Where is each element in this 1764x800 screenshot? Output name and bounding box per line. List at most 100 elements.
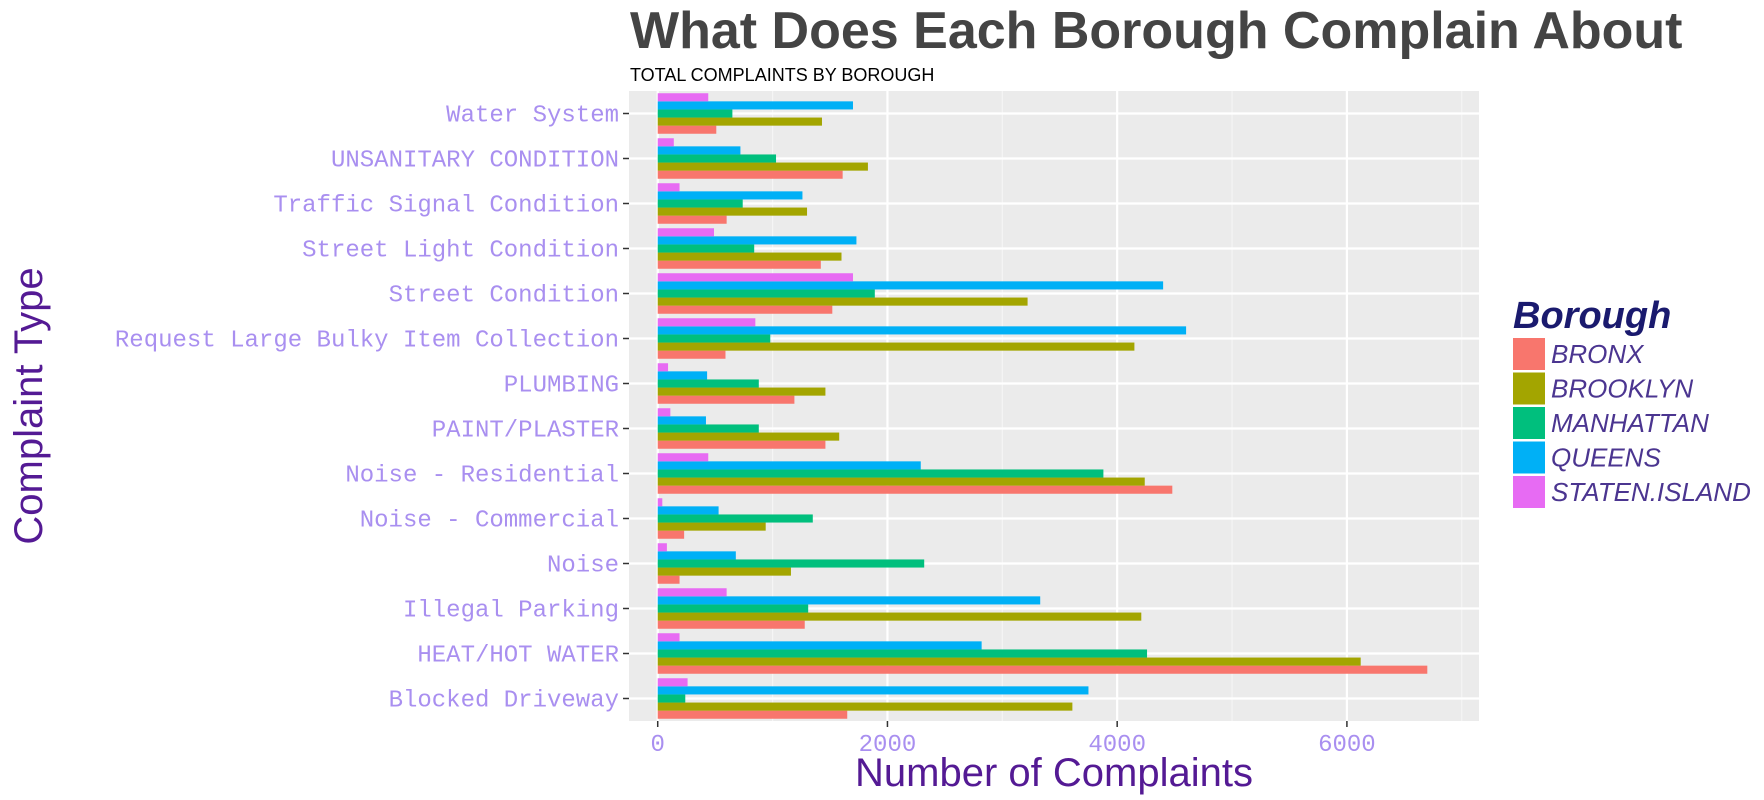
bar bbox=[657, 183, 680, 192]
bar bbox=[657, 93, 709, 102]
y-tick-label: Request Large Bulky Item Collection bbox=[115, 328, 619, 355]
bar bbox=[657, 596, 1041, 605]
x-tick-label: 6000 bbox=[1318, 732, 1376, 759]
y-tick-label: PLUMBING bbox=[504, 373, 619, 400]
bar bbox=[657, 138, 674, 147]
bar bbox=[657, 498, 663, 507]
bar bbox=[657, 342, 1135, 351]
bar bbox=[657, 101, 853, 110]
legend-key bbox=[1513, 338, 1545, 370]
bar bbox=[657, 318, 756, 327]
bar bbox=[657, 440, 826, 449]
bar bbox=[657, 665, 1428, 674]
legend-label: MANHATTAN bbox=[1551, 408, 1709, 438]
bar bbox=[657, 588, 727, 597]
bar bbox=[657, 612, 1142, 621]
y-tick-label: HEAT/HOT WATER bbox=[417, 643, 619, 670]
bar bbox=[657, 633, 680, 642]
bar bbox=[657, 289, 875, 298]
bar bbox=[657, 371, 708, 380]
bars bbox=[657, 93, 1428, 719]
bar bbox=[657, 215, 727, 224]
bar bbox=[657, 162, 868, 171]
bar bbox=[657, 387, 826, 396]
legend-label: BRONX bbox=[1551, 339, 1645, 369]
bar bbox=[657, 657, 1361, 666]
bar bbox=[657, 485, 1173, 494]
bar bbox=[657, 305, 833, 314]
bar bbox=[657, 273, 853, 282]
legend-key bbox=[1513, 407, 1545, 439]
bar bbox=[657, 530, 685, 539]
legend-key bbox=[1513, 372, 1545, 405]
bar bbox=[657, 350, 726, 359]
y-tick-label: Street Light Condition bbox=[302, 238, 619, 265]
bar bbox=[657, 453, 709, 462]
bar bbox=[657, 408, 671, 417]
bar bbox=[657, 170, 843, 179]
bar bbox=[657, 199, 743, 208]
y-tick-label: Noise - Commercial bbox=[360, 508, 619, 535]
y-tick-label: Blocked Driveway bbox=[389, 688, 619, 715]
bar bbox=[657, 620, 805, 629]
bar bbox=[657, 514, 813, 523]
bar bbox=[657, 207, 808, 216]
bar bbox=[657, 559, 925, 568]
chart-subtitle: TOTAL COMPLAINTS BY BOROUGH bbox=[630, 65, 934, 85]
x-tick-label: 4000 bbox=[1088, 732, 1146, 759]
bar bbox=[657, 244, 755, 253]
bar bbox=[657, 649, 1148, 658]
bar bbox=[657, 363, 669, 372]
y-axis: Blocked Driveway HEAT/HOT WATER Illegal Pa… bbox=[115, 103, 629, 715]
bar bbox=[657, 395, 795, 404]
bar bbox=[657, 694, 686, 703]
bar bbox=[657, 109, 733, 118]
bar bbox=[657, 543, 667, 552]
bar bbox=[657, 154, 777, 163]
bar bbox=[657, 281, 1164, 290]
x-tick-label: 2000 bbox=[859, 732, 917, 759]
bar bbox=[657, 379, 759, 388]
y-axis-title: Complaint Type bbox=[7, 267, 51, 544]
legend: Borough BRONX BROOKLYN MANHATTAN QUEENS STAT… bbox=[1513, 295, 1751, 508]
y-tick-label: Noise bbox=[547, 553, 619, 580]
legend-title: Borough bbox=[1513, 295, 1671, 337]
y-tick-label: Traffic Signal Condition bbox=[273, 193, 619, 220]
bar bbox=[657, 432, 840, 441]
bar bbox=[657, 236, 857, 245]
bar bbox=[657, 416, 706, 425]
bar bbox=[657, 641, 982, 650]
bar bbox=[657, 297, 1028, 306]
bar bbox=[657, 117, 822, 126]
bar bbox=[657, 522, 766, 531]
bar bbox=[657, 334, 771, 343]
bar bbox=[657, 702, 1073, 711]
y-tick-label: UNSANITARY CONDITION bbox=[331, 148, 619, 175]
x-axis-title: Number of Complaints bbox=[855, 751, 1253, 795]
y-tick-label: Street Condition bbox=[389, 283, 619, 310]
legend-label: BROOKLYN bbox=[1551, 374, 1693, 404]
bar bbox=[657, 551, 736, 560]
bar bbox=[657, 191, 803, 200]
bar bbox=[657, 326, 1187, 335]
y-tick-label: Water System bbox=[446, 103, 619, 130]
bar bbox=[657, 506, 719, 515]
bar bbox=[657, 424, 759, 433]
y-tick-label: Illegal Parking bbox=[403, 598, 619, 625]
x-axis: 0 2000 4000 6000 bbox=[651, 721, 1376, 759]
y-tick-label: PAINT/PLASTER bbox=[432, 418, 619, 445]
bar bbox=[657, 567, 791, 576]
legend-key bbox=[1513, 441, 1545, 474]
bar bbox=[657, 686, 1089, 695]
chart-title: What Does Each Borough Complain About bbox=[630, 2, 1683, 60]
legend-key bbox=[1513, 476, 1545, 508]
bar bbox=[657, 575, 680, 584]
legend-label: STATEN.ISLAND bbox=[1551, 477, 1751, 507]
legend-label: QUEENS bbox=[1551, 443, 1661, 473]
bar bbox=[657, 252, 842, 261]
y-tick-label: Noise - Residential bbox=[345, 463, 619, 490]
bar bbox=[657, 228, 714, 237]
bar bbox=[657, 461, 921, 470]
bar bbox=[657, 678, 688, 687]
